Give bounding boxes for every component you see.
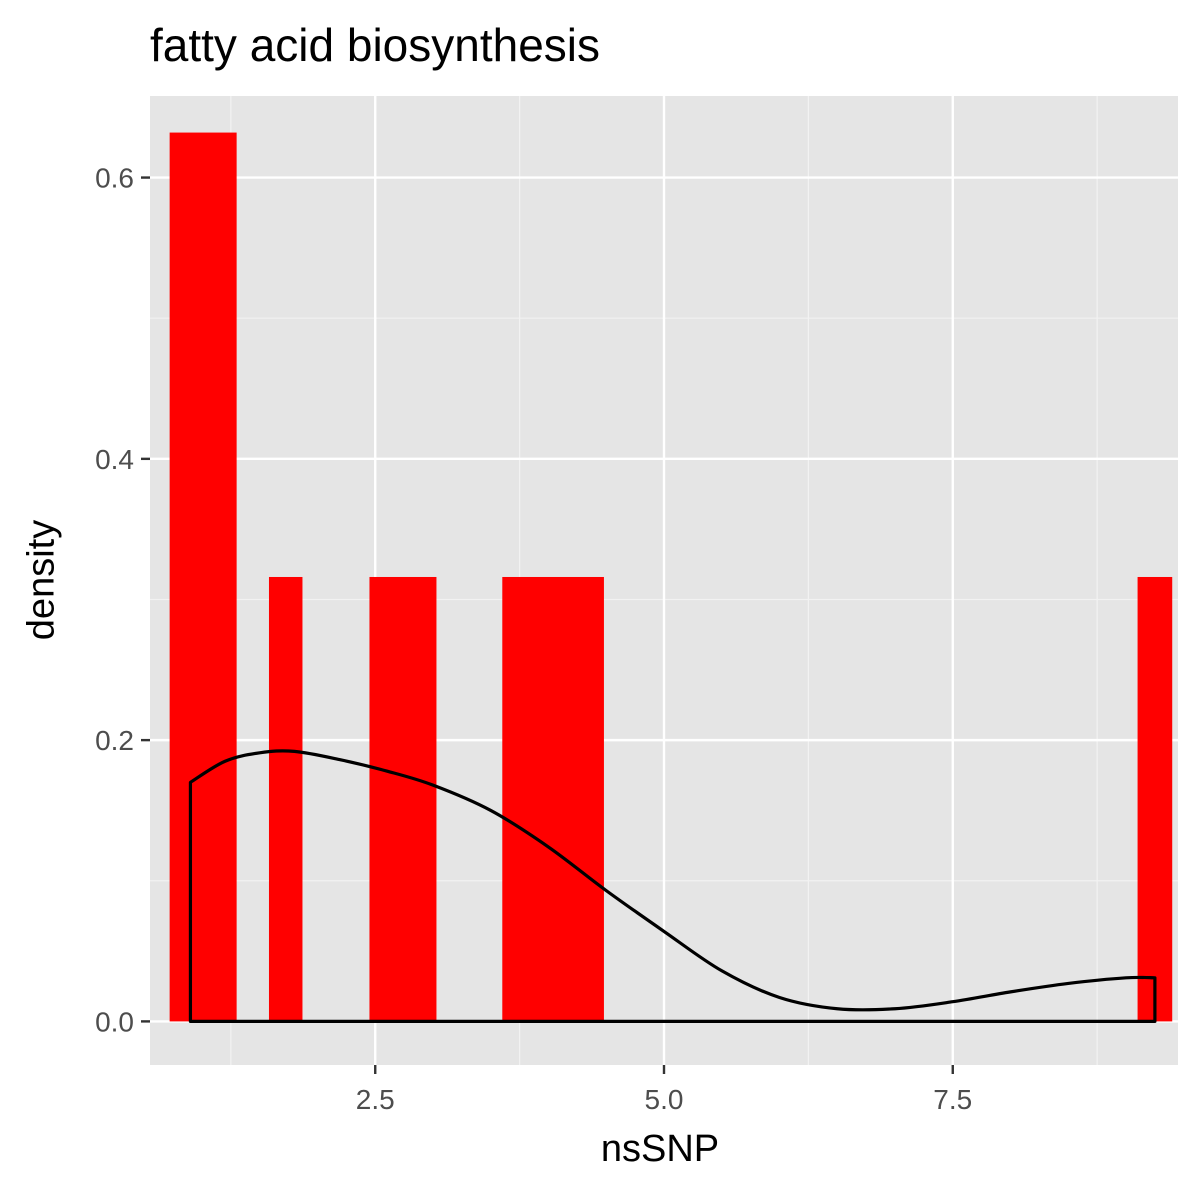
y-tick-label: 0.6 [95, 163, 134, 194]
x-tick-label: 5.0 [645, 1084, 684, 1115]
histogram-bar-1 [169, 132, 237, 1022]
chart-title: fatty acid biosynthesis [150, 19, 601, 71]
x-tick-label: 2.5 [356, 1084, 395, 1115]
y-axis-label: density [20, 519, 63, 641]
x-tick-label: 7.5 [933, 1084, 972, 1115]
histogram-bar-4 [502, 576, 604, 1022]
y-tick-label: 0.4 [95, 444, 134, 475]
density-curve [188, 749, 1157, 1023]
y-tick-label: 0.0 [95, 1006, 134, 1037]
histogram-bar-2 [268, 576, 303, 1022]
y-tick-label: 0.2 [95, 725, 134, 756]
histogram-bar-3 [369, 576, 437, 1022]
x-axis-label: nsSNP [600, 1128, 720, 1170]
histogram-bar-5 [1137, 576, 1173, 1022]
